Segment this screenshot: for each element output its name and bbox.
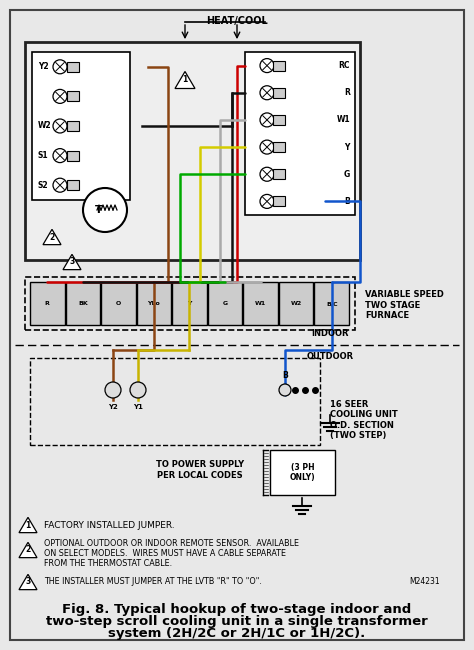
Circle shape [130, 382, 146, 398]
Text: BK: BK [78, 301, 88, 306]
Text: Y: Y [345, 142, 350, 151]
Bar [30, 282, 64, 325]
Text: YLo: YLo [147, 301, 160, 306]
Text: (3 PH
ONLY): (3 PH ONLY) [290, 463, 315, 482]
Bar [32, 52, 130, 200]
Circle shape [260, 113, 274, 127]
Text: R: R [344, 88, 350, 98]
Circle shape [260, 194, 274, 209]
Text: RC: RC [338, 61, 350, 70]
Bar [243, 282, 278, 325]
Text: 2: 2 [49, 233, 55, 242]
Text: S2: S2 [38, 181, 49, 190]
Bar [273, 142, 285, 152]
Bar [65, 282, 100, 325]
Bar [137, 282, 171, 325]
Bar [270, 450, 335, 495]
Bar [172, 282, 207, 325]
Bar [273, 196, 285, 207]
Text: THE INSTALLER MUST JUMPER AT THE LVTB "R" TO "O".: THE INSTALLER MUST JUMPER AT THE LVTB "R… [44, 577, 262, 586]
Polygon shape [19, 517, 37, 532]
Bar [101, 282, 136, 325]
Text: W1: W1 [255, 301, 266, 306]
Text: 2: 2 [26, 545, 31, 554]
Circle shape [260, 167, 274, 181]
Circle shape [53, 119, 67, 133]
Bar [273, 115, 285, 125]
Text: ON SELECT MODELS.  WIRES MUST HAVE A CABLE SEPARATE: ON SELECT MODELS. WIRES MUST HAVE A CABL… [44, 549, 286, 558]
Bar [314, 282, 349, 325]
Text: B: B [344, 197, 350, 206]
Text: Fig. 8. Typical hookup of two-stage indoor and: Fig. 8. Typical hookup of two-stage indo… [63, 603, 411, 616]
Text: Y2: Y2 [108, 404, 118, 410]
Bar [208, 282, 242, 325]
Bar [67, 180, 79, 190]
Text: R: R [45, 301, 50, 306]
Text: TO POWER SUPPLY
PER LOCAL CODES: TO POWER SUPPLY PER LOCAL CODES [156, 460, 244, 480]
Text: system (2H/2C or 2H/1C or 1H/2C).: system (2H/2C or 2H/1C or 1H/2C). [109, 627, 365, 640]
Text: INDOOR: INDOOR [311, 329, 349, 338]
Circle shape [53, 90, 67, 103]
Circle shape [260, 140, 274, 154]
Text: OPTIONAL OUTDOOR OR INDOOR REMOTE SENSOR.  AVAILABLE: OPTIONAL OUTDOOR OR INDOOR REMOTE SENSOR… [44, 540, 299, 549]
Bar [279, 282, 313, 325]
Polygon shape [19, 575, 37, 590]
Circle shape [83, 188, 127, 232]
Bar [273, 88, 285, 97]
Text: T: T [95, 205, 103, 215]
Circle shape [105, 382, 121, 398]
Text: W2: W2 [291, 301, 302, 306]
Text: 16 SEER
COOLING UNIT
O.D. SECTION
(TWO STEP): 16 SEER COOLING UNIT O.D. SECTION (TWO S… [330, 400, 398, 440]
Polygon shape [63, 254, 81, 270]
Text: G: G [222, 301, 228, 306]
Bar [67, 62, 79, 72]
Text: Y2: Y2 [38, 62, 49, 72]
Circle shape [279, 384, 291, 396]
Text: W2: W2 [38, 122, 52, 131]
Text: VARIABLE SPEED
TWO STAGE
FURNACE: VARIABLE SPEED TWO STAGE FURNACE [365, 290, 444, 320]
Bar [67, 92, 79, 101]
Text: FACTORY INSTALLED JUMPER.: FACTORY INSTALLED JUMPER. [44, 521, 174, 530]
Bar [67, 121, 79, 131]
Bar [245, 52, 355, 215]
Text: O: O [116, 301, 121, 306]
Text: 3: 3 [26, 577, 31, 586]
Text: 1: 1 [182, 75, 188, 84]
Text: B/C: B/C [326, 301, 337, 306]
Text: FROM THE THERMOSTAT CABLE.: FROM THE THERMOSTAT CABLE. [44, 560, 172, 569]
Text: S1: S1 [38, 151, 49, 160]
Bar [67, 151, 79, 161]
Bar [25, 277, 355, 330]
Bar [273, 60, 285, 71]
Text: Y: Y [187, 301, 192, 306]
Text: G: G [344, 170, 350, 179]
Text: HEAT/COOL: HEAT/COOL [206, 16, 268, 26]
Circle shape [53, 60, 67, 74]
Circle shape [260, 86, 274, 99]
Text: two-step scroll cooling unit in a single transformer: two-step scroll cooling unit in a single… [46, 616, 428, 629]
Text: B: B [282, 371, 288, 380]
Bar [30, 358, 320, 445]
Polygon shape [175, 72, 195, 88]
Polygon shape [43, 229, 61, 244]
Bar [25, 42, 360, 260]
Text: Y1: Y1 [133, 404, 143, 410]
Circle shape [53, 178, 67, 192]
Polygon shape [19, 542, 37, 558]
Bar [273, 169, 285, 179]
Text: 3: 3 [69, 257, 74, 266]
Text: W1: W1 [337, 116, 350, 124]
Circle shape [260, 58, 274, 73]
Circle shape [53, 149, 67, 162]
Text: 1: 1 [26, 521, 31, 530]
Text: M24231: M24231 [410, 577, 440, 586]
Text: OUTDOOR: OUTDOOR [306, 352, 354, 361]
